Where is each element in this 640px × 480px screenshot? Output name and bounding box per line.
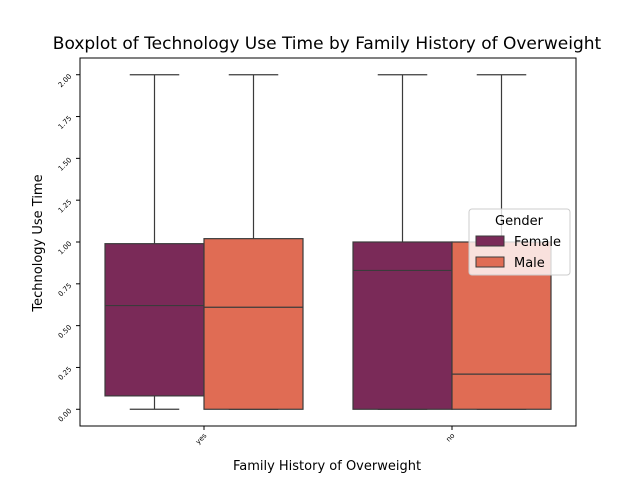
y-tick-label: 0.00 [57, 407, 74, 424]
y-tick-label: 1.00 [57, 240, 74, 257]
y-tick-label: 0.50 [57, 323, 74, 340]
box-iqr [104, 243, 205, 397]
legend-swatch-female [475, 235, 505, 247]
legend-label-male: Male [514, 256, 545, 271]
y-tick-label: 2.00 [57, 72, 74, 89]
y-tick-label: 0.75 [57, 282, 74, 299]
box-iqr [352, 241, 453, 410]
y-tick-label: 1.25 [57, 198, 74, 215]
legend-title: Gender [495, 214, 544, 229]
box-female-yes [104, 74, 205, 410]
y-tick-label: 0.25 [57, 365, 74, 382]
x-tick-label: yes [194, 432, 208, 446]
legend-swatch-male [475, 256, 505, 268]
legend-label-female: Female [514, 235, 561, 250]
x-tick-label: no [445, 432, 457, 444]
chart-title: Boxplot of Technology Use Time by Family… [53, 34, 602, 54]
y-axis-label: Technology Use Time [31, 174, 46, 312]
box-male-yes [203, 74, 304, 410]
y-tick-label: 1.50 [57, 156, 74, 173]
box-female-no [352, 74, 453, 410]
y-tick-label: 1.75 [57, 114, 74, 131]
x-axis-label: Family History of Overweight [233, 459, 421, 474]
legend: Gender Female Male [468, 208, 571, 276]
box-iqr [203, 238, 304, 410]
